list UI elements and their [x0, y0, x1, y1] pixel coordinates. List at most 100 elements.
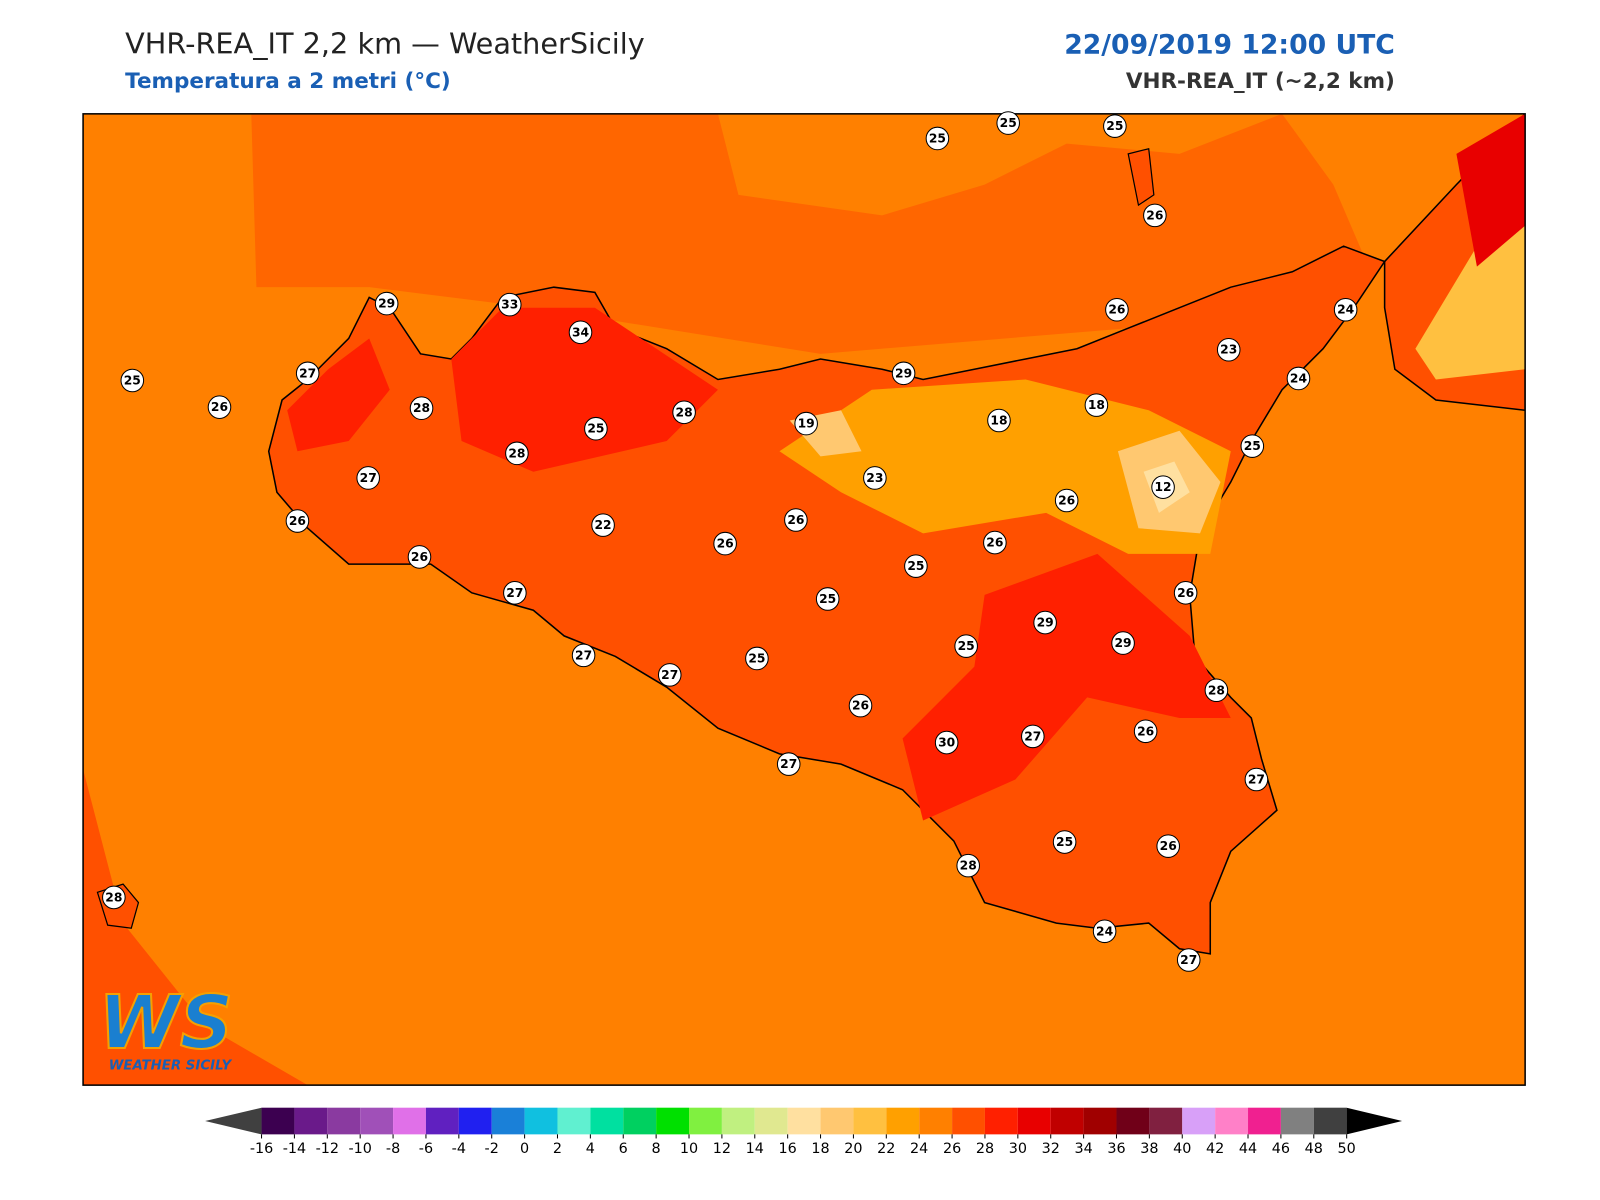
- station: 26: [407, 545, 432, 569]
- colorbar-box: [1149, 1107, 1183, 1135]
- colorbar-label: 42: [1206, 1141, 1224, 1157]
- colorbar-box: [853, 1107, 887, 1135]
- station-value: 23: [866, 471, 883, 485]
- colorbar-box: [524, 1107, 558, 1135]
- station-value: 26: [1146, 208, 1163, 222]
- cool-area: [1415, 215, 1526, 380]
- station-value: 12: [1155, 480, 1172, 494]
- station: 27: [571, 643, 596, 668]
- station: 25: [1052, 830, 1077, 854]
- station: 12: [1151, 475, 1175, 499]
- station: 25: [996, 111, 1020, 135]
- station-value: 25: [1000, 116, 1017, 130]
- station-value: 30: [938, 736, 955, 750]
- colorbar-box: [689, 1107, 722, 1135]
- station: 26: [207, 395, 232, 419]
- colorbar-label: 18: [811, 1141, 829, 1157]
- station: 29: [1111, 631, 1135, 655]
- colorbar-box: [754, 1107, 788, 1135]
- station-value: 33: [501, 298, 518, 312]
- station-value: 26: [1160, 839, 1177, 853]
- station: 28: [102, 885, 126, 910]
- station: 24: [1333, 297, 1358, 322]
- station-value: 28: [960, 859, 977, 873]
- station: 26: [848, 693, 873, 718]
- stations: 25 25 25 26 29 33 34 26 24 23 25 27 29 24 26 28 28 19 18 18…: [102, 111, 1358, 972]
- station: 27: [1176, 948, 1201, 972]
- station: 25: [925, 126, 950, 151]
- mild-area: [779, 379, 1231, 554]
- colorbar-box: [1215, 1107, 1249, 1135]
- map: [82, 113, 1526, 1086]
- station-marker: [207, 395, 232, 419]
- colorbar-label: -4: [452, 1141, 466, 1157]
- station-marker: [891, 361, 916, 386]
- colorbar-box: [1182, 1107, 1216, 1135]
- station-value: 29: [378, 297, 395, 311]
- colorbar-box: [360, 1107, 394, 1135]
- station: 25: [584, 416, 608, 441]
- station-value: 25: [819, 592, 836, 606]
- station-value: 26: [1177, 586, 1194, 600]
- station: 28: [1204, 678, 1229, 703]
- station: 26: [1156, 834, 1180, 858]
- colorbar-box: [721, 1107, 755, 1135]
- station-marker: [672, 400, 696, 425]
- station-value: 27: [575, 648, 592, 662]
- station: 22: [591, 513, 615, 537]
- colorbar-label: 6: [619, 1141, 628, 1157]
- station-marker: [745, 646, 769, 671]
- logo-mark: WS: [98, 980, 233, 1066]
- station-marker: [295, 361, 320, 386]
- colorbar-box: [656, 1107, 690, 1135]
- station-marker: [1092, 919, 1117, 944]
- colorbar-box: [1116, 1107, 1150, 1135]
- colorbar-box: [294, 1107, 328, 1135]
- station-value: 24: [1337, 303, 1354, 317]
- colorbar-box: [425, 1107, 459, 1135]
- station-value: 26: [211, 400, 228, 414]
- station: 26: [713, 531, 737, 556]
- station: 30: [934, 730, 959, 755]
- station-marker: [1176, 948, 1201, 972]
- station: 29: [1033, 610, 1057, 635]
- colorbar-box: [623, 1107, 657, 1135]
- station-marker: [863, 466, 887, 490]
- colorbar-box: [1050, 1107, 1084, 1135]
- station: 24: [1092, 919, 1117, 944]
- colorbar-label: 16: [779, 1141, 797, 1157]
- colorbar-box: [491, 1107, 525, 1135]
- station-value: 22: [595, 518, 612, 532]
- station: 26: [1133, 719, 1158, 744]
- colorbar-box: [886, 1107, 920, 1135]
- station-marker: [1216, 337, 1241, 362]
- station-marker: [1143, 203, 1167, 228]
- station-marker: [407, 545, 432, 569]
- map-frame: [82, 113, 1526, 1086]
- station-value: 27: [1180, 953, 1197, 967]
- station: 23: [863, 466, 887, 490]
- station-value: 25: [1106, 119, 1123, 133]
- title: VHR-REA_IT 2,2 km — WeatherSicily: [125, 26, 645, 60]
- colorbar-box: [557, 1107, 591, 1135]
- date: 22/09/2019 12:00 UTC: [1064, 29, 1395, 60]
- colorbar-label: 22: [877, 1141, 895, 1157]
- station-value: 34: [572, 325, 589, 339]
- station: 26: [1143, 203, 1167, 228]
- station-marker: [1052, 830, 1077, 854]
- colorbar-label: 44: [1239, 1141, 1257, 1157]
- station-marker: [1105, 297, 1129, 322]
- station-marker: [904, 554, 928, 578]
- heat-area: [83, 769, 308, 1086]
- station: 25: [120, 368, 145, 393]
- colorbar: -16 -14 -12 -10 -8 -6 -4 -2 0 2 4 6 8 10 12 14 16 18 20 22 2…: [205, 1107, 1403, 1157]
- station-marker: [713, 531, 737, 556]
- station-marker: [584, 416, 608, 441]
- station-value: 24: [1290, 371, 1307, 385]
- station: 27: [503, 581, 527, 605]
- station-value: 28: [1208, 683, 1225, 697]
- station-marker: [1156, 834, 1180, 858]
- colorbar-label: 36: [1107, 1141, 1125, 1157]
- station: 27: [1244, 767, 1269, 792]
